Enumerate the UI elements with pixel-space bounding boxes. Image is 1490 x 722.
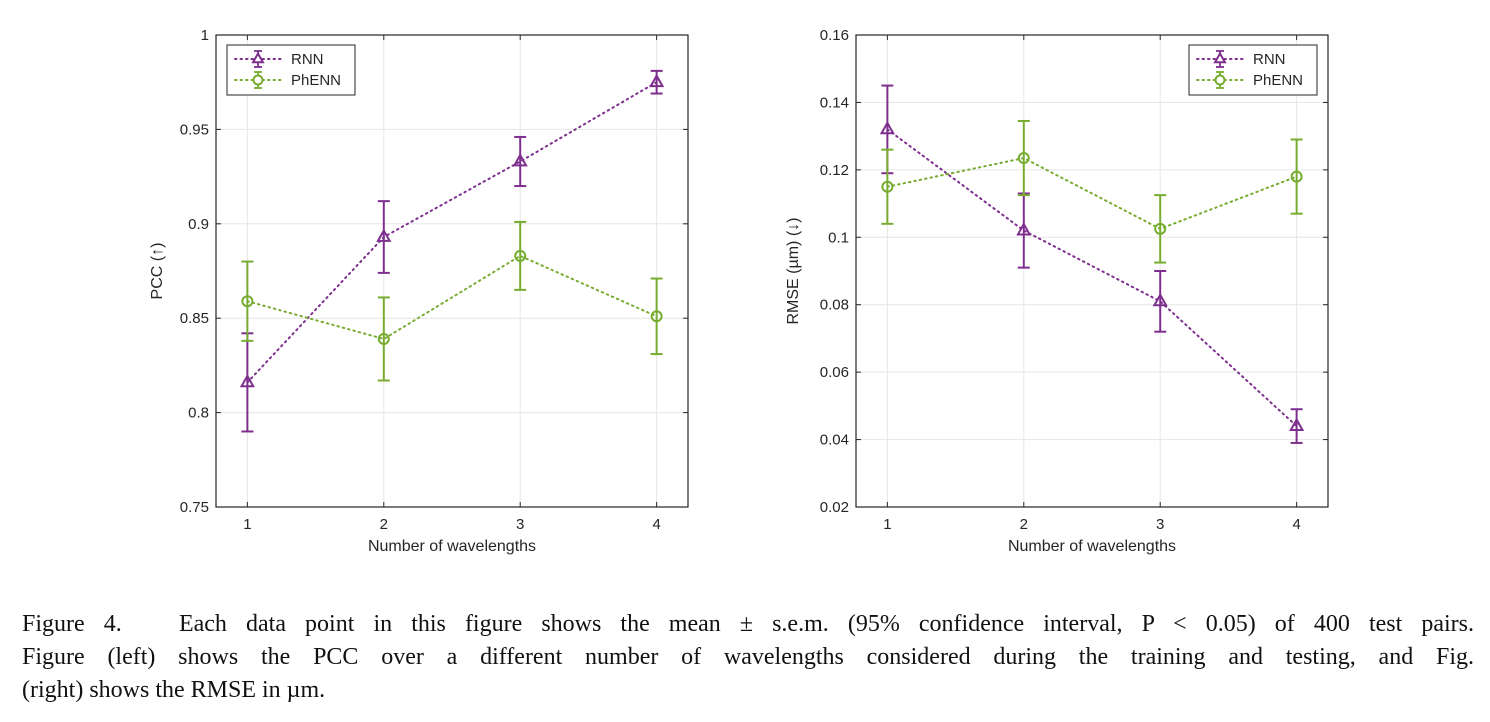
data-point (1154, 222, 1167, 235)
legend-marker (251, 51, 265, 64)
y-tick-label: 0.85 (180, 310, 209, 327)
legend-box (1188, 44, 1318, 96)
x-tick-label: 1 (243, 516, 251, 533)
plot-frame (215, 34, 689, 508)
data-point (879, 120, 895, 135)
x-tick-label: 4 (1292, 516, 1300, 533)
y-tick-label: 0.04 (820, 432, 849, 449)
series-line (246, 81, 658, 384)
series-line (886, 157, 1298, 230)
series-rnn (879, 84, 1305, 444)
y-tick-label: 0.75 (180, 499, 209, 516)
x-axis-label: Number of wavelengths (1008, 538, 1176, 555)
legend-marker (1214, 74, 1226, 86)
legend-label: PhENN (291, 72, 341, 89)
legend-box (226, 44, 356, 96)
legend-entry-rnn: RNN (234, 50, 324, 68)
series-rnn (239, 69, 665, 433)
data-point (1290, 170, 1303, 183)
legend-label: PhENN (1253, 72, 1303, 89)
y-axis-label: RMSE (µm) (↓) (785, 218, 802, 325)
figure-caption: Figure 4. Each data point in this figure… (22, 608, 1474, 707)
legend-marker (252, 74, 264, 86)
x-tick-label: 3 (1156, 516, 1164, 533)
y-tick-label: 0.9 (188, 216, 209, 233)
legend-marker (1213, 51, 1227, 64)
pcc-chart: 1 2 3 4 0.75 0.8 0.85 0.9 0.95 1 Number of wavelen… (149, 27, 689, 555)
x-tick-label: 4 (652, 516, 660, 533)
series-phenn (881, 119, 1303, 264)
data-point (376, 228, 392, 242)
series-line (886, 128, 1298, 428)
data-point (1017, 152, 1030, 165)
y-tick-label: 0.02 (820, 499, 849, 516)
data-point (241, 295, 254, 308)
caption-line-1: Figure 4. Each data point in this figure… (22, 611, 1474, 637)
legend-entry-phenn: PhENN (234, 71, 341, 89)
series-line (246, 254, 658, 341)
y-tick-label: 0.12 (820, 162, 849, 179)
legend-entry-phenn: PhENN (1196, 71, 1303, 89)
legend-label: RNN (291, 51, 324, 68)
data-point (650, 310, 663, 323)
y-tick-label: 0.16 (820, 27, 849, 44)
y-tick-label: 0.06 (820, 364, 849, 381)
rmse-chart: 1 2 3 4 0.02 0.04 0.06 0.08 0.1 0.12 0.14 0.16 Numbe… (785, 27, 1329, 555)
data-point (377, 332, 390, 345)
x-tick-label: 2 (1020, 516, 1028, 533)
caption-line-3: (right) shows the RMSE in µm. (22, 677, 326, 703)
data-point (512, 152, 528, 167)
caption-line-2: Figure (left) shows the PCC over a diffe… (22, 644, 1474, 670)
data-point (881, 180, 894, 193)
x-axis-label: Number of wavelengths (368, 538, 536, 555)
data-point (514, 249, 527, 262)
legend: RNN PhENN (1188, 44, 1318, 96)
plot-background (216, 35, 688, 507)
data-point (1289, 417, 1305, 431)
y-axis-label: PCC (↑) (149, 243, 166, 300)
y-tick-label: 0.95 (180, 121, 209, 138)
legend-label: RNN (1253, 51, 1286, 68)
legend-entry-rnn: RNN (1196, 50, 1286, 68)
x-tick-label: 3 (516, 516, 524, 533)
plot-background (856, 35, 1328, 507)
y-tick-label: 1 (201, 27, 209, 44)
data-point (649, 73, 665, 88)
data-point (1152, 292, 1168, 307)
y-tick-label: 0.8 (188, 405, 209, 422)
y-tick-label: 0.14 (820, 94, 849, 111)
x-tick-label: 1 (883, 516, 891, 533)
y-tick-label: 0.08 (820, 297, 849, 314)
plot-frame (855, 34, 1329, 508)
x-tick-label: 2 (380, 516, 388, 533)
series-phenn (241, 220, 663, 382)
y-tick-label: 0.1 (828, 229, 849, 246)
data-point (1016, 222, 1032, 236)
legend: RNN PhENN (226, 44, 356, 96)
data-point (239, 373, 255, 388)
